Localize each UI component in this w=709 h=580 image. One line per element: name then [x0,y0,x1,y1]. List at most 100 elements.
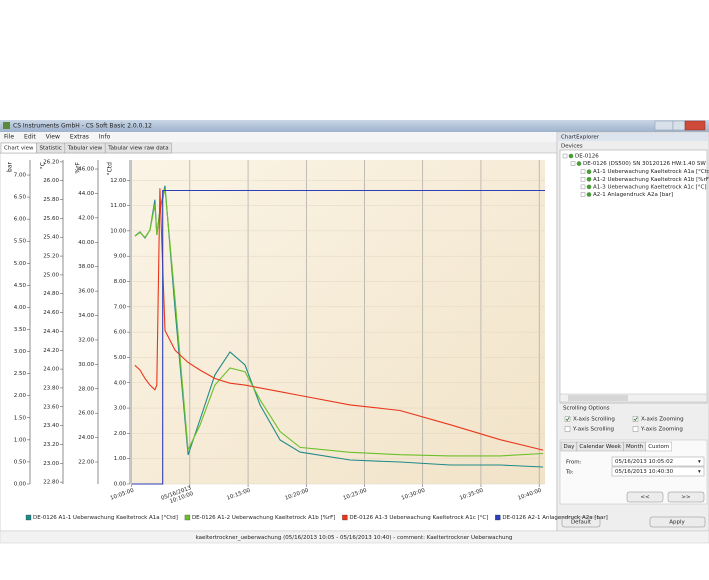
y-tick-label: 1.00 [14,437,27,443]
y-tick-label: 0.00 [114,482,127,488]
tree-expander[interactable] [580,169,586,174]
plot-area [132,160,545,484]
tree-expander[interactable] [580,184,586,190]
scrolling-title: Scrolling Options [563,406,610,412]
tree-item[interactable]: A1-1 Ueberwachung Kaeltetrock A1a [°Ctd] [593,169,709,175]
menu-item[interactable]: View [46,134,60,141]
tree-item[interactable]: A2-1 Anlagendruck A2a [bar] [593,192,673,198]
y-tick-label: 25.60 [43,216,59,222]
from-input[interactable] [611,456,705,467]
y-tick-label: 1.00 [114,456,127,462]
y-tick-label: 6.00 [114,330,127,336]
y-tick-label: 24.20 [43,348,59,354]
minimize-button[interactable] [654,120,674,131]
y-tick-label: 5.50 [14,239,27,245]
y-axis-unit: %rF [75,161,82,173]
checkbox[interactable] [632,416,639,422]
y-tick-label: 23.20 [43,442,59,448]
y-tick-label: 25.20 [43,254,59,260]
default-button-label: Default [571,520,592,526]
default-button[interactable] [561,516,601,528]
to-dropdown[interactable]: ▾ [698,469,701,475]
to-value: 05/16/2013 10:40:30 [615,469,674,475]
scroll-thumb[interactable] [568,395,628,401]
tree-expander[interactable] [580,177,586,182]
y-tick-label: 7.00 [14,173,27,179]
series-line [132,189,545,485]
tree-scrollbar[interactable] [559,393,708,403]
y-tick-label: 23.00 [43,461,59,467]
y-tick-label: 24.40 [43,329,59,335]
legend-label: DE-0126 A1-2 Ueberwachung Kaeltetrock A1… [192,515,335,521]
tree-item[interactable]: DE-0126 [575,154,599,160]
tree-icon [576,161,582,166]
y-tick-label: 25.80 [43,197,59,203]
legend-swatch [342,514,348,521]
from-dropdown[interactable]: ▾ [698,459,701,465]
from-label: From: [566,460,582,466]
next-button[interactable] [667,491,705,503]
y-tick-label: 30.00 [78,362,94,368]
y-tick-label: 11.00 [110,203,126,209]
tree-expander[interactable] [570,161,576,166]
menu-item[interactable]: File [4,134,14,141]
y-tick-label: 12.00 [110,178,126,184]
range-tab[interactable] [645,441,672,452]
to-input[interactable] [611,466,705,477]
menu-item[interactable]: Extras [70,134,89,141]
checkbox[interactable] [564,416,571,422]
menu-bar [0,132,709,142]
checkbox-label: Y-axis Scrolling [572,427,614,433]
y-tick-label: 3.00 [14,349,27,355]
legend-swatch [25,514,32,521]
y-tick-label: 34.00 [78,313,94,319]
device-tree [559,149,708,404]
y-tick-label: 42.00 [78,215,94,221]
y-tick-label: 2.00 [14,393,27,399]
series-line [134,188,544,457]
tree-item[interactable]: A1-3 Ueberwachung Kaeltetrock A1c [°C] [593,184,707,190]
y-tick-label: 6.00 [14,217,27,223]
y-tick-label: 26.00 [43,178,59,184]
menu-item[interactable]: Info [99,134,111,141]
y-tick-label: 24.60 [43,310,59,316]
y-tick-label: 32.00 [78,337,94,343]
tree-expander[interactable] [562,153,568,159]
y-tick-label: 5.00 [14,261,27,267]
tab-label: Tabular view [67,146,103,152]
y-tick-label: 3.50 [14,327,27,333]
apply-button-label: Apply [669,520,685,526]
tree-icon [568,153,574,159]
explorer-title: ChartExplorer [561,135,600,141]
range-tab-label: Month [626,444,644,450]
checkbox-check [633,417,638,422]
checkbox-label: X-axis Zooming [641,417,684,423]
y-tick-label: 2.00 [114,431,127,437]
menu-item[interactable]: Edit [24,134,36,141]
y-tick-label: 28.00 [78,386,94,392]
y-tick-label: 23.40 [43,423,59,429]
tree-item[interactable]: DE-0126 (DS500) SN 30120126 HW:1.40 SW [583,161,706,167]
tree-icon [586,169,592,174]
tree-item[interactable]: A1-2 Ueberwachung Kaeltetrock A1b [%rF] [593,177,709,183]
checkbox[interactable] [564,426,571,432]
y-tick-label: 25.40 [43,235,59,241]
y-tick-label: 0.00 [14,482,27,488]
legend-swatch [495,514,501,521]
tree-expander[interactable] [580,192,586,197]
prev-button[interactable] [626,491,664,503]
legend-label: DE-0126 A2-1 Anlagendruck A2a [bar] [502,515,607,521]
maximize-button[interactable] [672,120,686,131]
tab[interactable] [104,142,172,154]
checkbox[interactable] [632,426,639,432]
apply-button[interactable] [649,516,706,528]
y-tick-label: 5.00 [114,355,127,361]
tree-icon [586,184,592,190]
y-tick-label: 6.50 [14,195,27,201]
close-button[interactable] [684,120,706,131]
tab-label: Tabular view raw data [107,146,168,152]
to-label: To: [565,470,574,476]
y-tick-label: 9.00 [114,254,127,260]
tab-label: Chart view [4,146,34,152]
